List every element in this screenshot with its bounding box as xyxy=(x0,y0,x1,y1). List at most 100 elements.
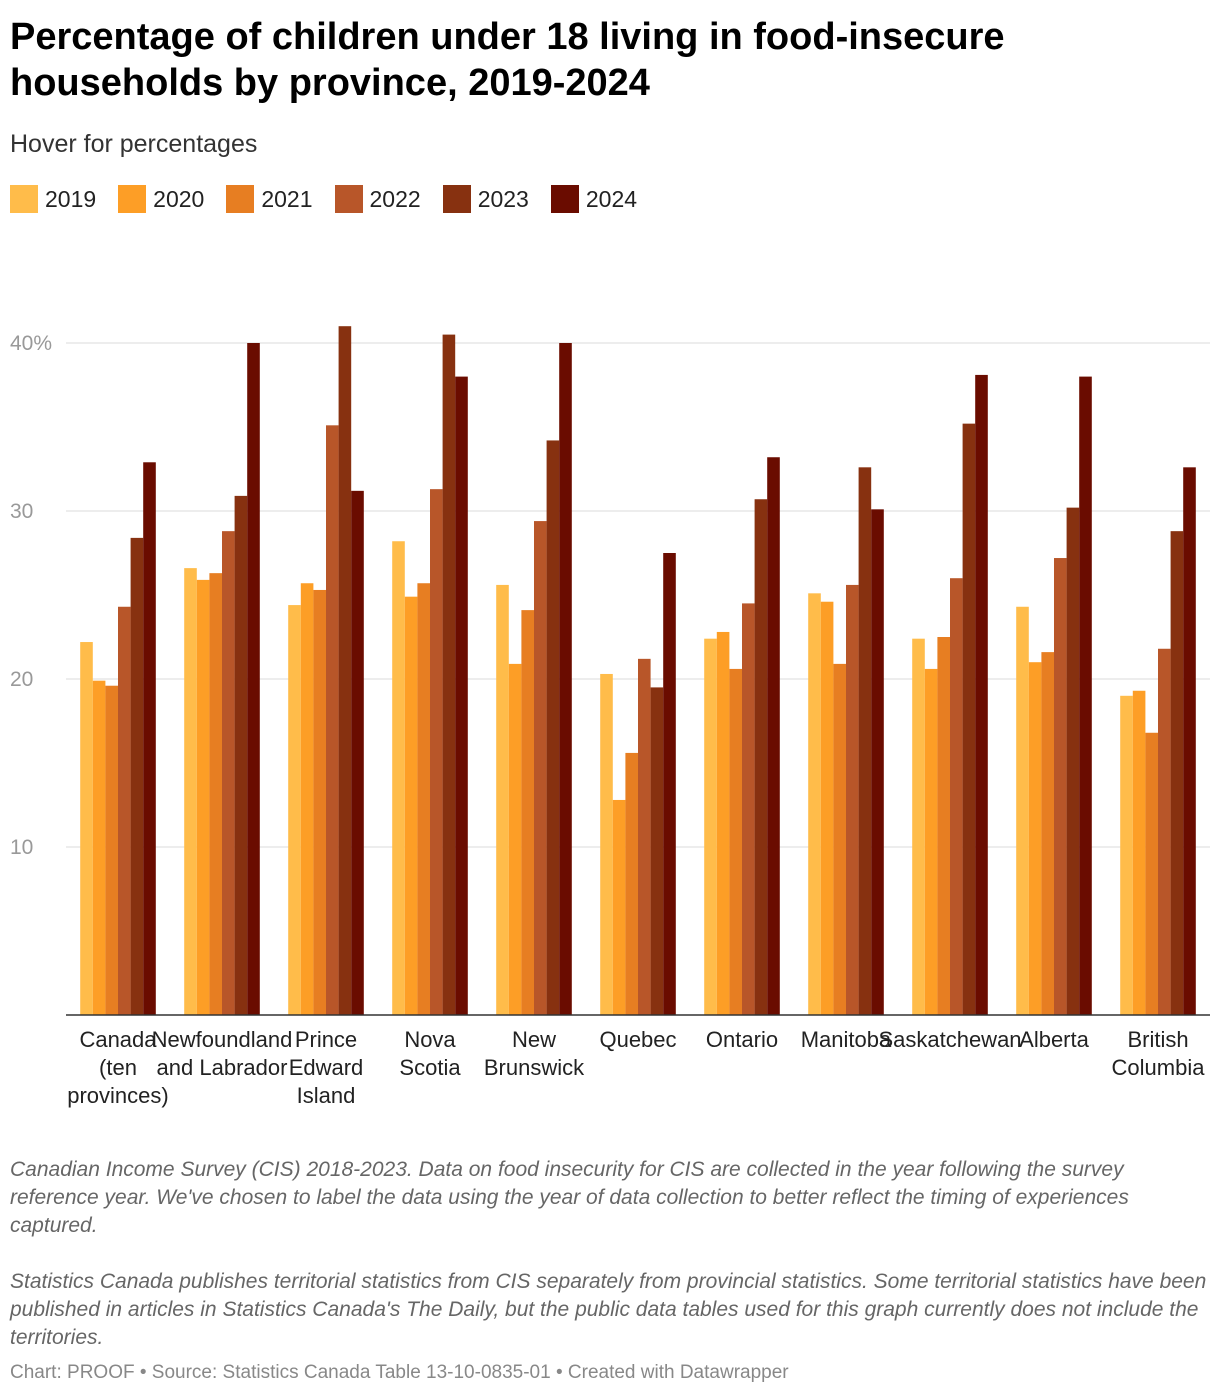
bar-2023-5[interactable]: 2023: 19.5% xyxy=(650,687,664,1015)
legend-item-2019[interactable]: 2019 xyxy=(10,185,96,213)
bar-2019-3[interactable]: 2019: 28.2% xyxy=(392,541,405,1015)
bar-2024-6[interactable]: 2024: 33.2% xyxy=(767,457,780,1015)
bar-2023-10[interactable]: 2023: 28.8% xyxy=(1170,531,1184,1015)
legend-swatch xyxy=(442,185,471,213)
legend-label: 2021 xyxy=(261,185,313,212)
legend-label: 2024 xyxy=(585,185,638,212)
bar-2019-4[interactable]: 2019: 25.6% xyxy=(496,584,509,1015)
bar-2023-9[interactable]: 2023: 30.2% xyxy=(1066,507,1080,1015)
bar-2023-0[interactable]: 2023: 28.4% xyxy=(130,537,144,1015)
bar-2022-0[interactable]: 2022: 24.3% xyxy=(118,606,131,1015)
bars[interactable]: 2019: 22.2%2020: 19.9%2021: 19.6%2022: 2… xyxy=(80,326,1196,1016)
bar-2024-8[interactable]: 2024: 38.1% xyxy=(975,374,988,1015)
bar-2024-10[interactable]: 2024: 32.6% xyxy=(1183,467,1196,1015)
chart-title: Percentage of children under 18 living i… xyxy=(10,16,1005,104)
legend-item-2024[interactable]: 2024 xyxy=(550,185,638,213)
bar-2023-7[interactable]: 2023: 32.6% xyxy=(858,467,872,1015)
bar-2019-8[interactable]: 2019: 22.4% xyxy=(912,638,925,1015)
bar-2021-9[interactable]: 2021: 21.6% xyxy=(1041,652,1054,1015)
y-tick-label: 30 xyxy=(10,500,33,523)
bar-2024-9[interactable]: 2024: 38% xyxy=(1079,376,1092,1016)
category-label: Manitoba xyxy=(801,1027,892,1052)
bar-2019-1[interactable]: 2019: 26.6% xyxy=(184,568,197,1015)
bar-2020-7[interactable]: 2020: 24.6% xyxy=(820,601,834,1015)
bar-2024-1[interactable]: 2024: 40% xyxy=(247,343,260,1015)
bar-2022-3[interactable]: 2022: 31.3% xyxy=(430,489,443,1015)
legend-item-2023[interactable]: 2023 xyxy=(442,185,529,213)
bar-2020-1[interactable]: 2020: 25.9% xyxy=(196,579,210,1015)
bar-2019-2[interactable]: 2019: 24.4% xyxy=(288,605,301,1015)
bar-2024-3[interactable]: 2024: 38% xyxy=(455,376,468,1016)
bar-2023-1[interactable]: 2023: 30.9% xyxy=(234,495,248,1015)
bar-2022-8[interactable]: 2022: 26% xyxy=(950,578,963,1015)
bar-2019-10[interactable]: 2019: 19% xyxy=(1120,695,1133,1015)
bar-2022-6[interactable]: 2022: 24.5% xyxy=(742,603,755,1015)
legend-label: 2022 xyxy=(369,185,421,212)
bar-2021-6[interactable]: 2021: 20.6% xyxy=(729,668,742,1015)
bar-2020-0[interactable]: 2020: 19.9% xyxy=(92,680,106,1015)
bar-2021-1[interactable]: 2021: 26.3% xyxy=(209,573,222,1015)
bar-2023-2[interactable]: 2023: 41% xyxy=(338,326,352,1015)
bar-2019-5[interactable]: 2019: 20.3% xyxy=(600,673,613,1015)
bar-2020-8[interactable]: 2020: 20.6% xyxy=(924,668,938,1015)
bar-2020-2[interactable]: 2020: 25.7% xyxy=(300,583,314,1015)
bar-2024-5[interactable]: 2024: 27.5% xyxy=(663,553,676,1015)
bar-2019-6[interactable]: 2019: 22.4% xyxy=(704,638,717,1015)
bar-2021-0[interactable]: 2021: 19.6% xyxy=(105,685,118,1015)
bar-2024-0[interactable]: 2024: 32.9% xyxy=(143,462,156,1015)
legend-swatch xyxy=(226,185,255,213)
bar-2020-4[interactable]: 2020: 20.9% xyxy=(508,663,522,1015)
category-label: Prince Edward Island xyxy=(289,1027,364,1108)
bar-2023-6[interactable]: 2023: 30.7% xyxy=(754,499,768,1015)
bar-2021-10[interactable]: 2021: 16.8% xyxy=(1145,732,1158,1015)
legend-label: 2019 xyxy=(45,185,97,212)
category-label: New Brunswick xyxy=(484,1027,585,1080)
bar-2021-8[interactable]: 2021: 22.5% xyxy=(937,637,950,1015)
legend-swatch xyxy=(550,185,579,213)
legend-item-2021[interactable]: 2021 xyxy=(226,185,313,213)
bar-2020-5[interactable]: 2020: 12.8% xyxy=(612,799,626,1015)
bar-chart[interactable]: 10 20 30 40% 2019: 22.2%2020: 19.9%2021: 19… xyxy=(0,230,1220,1130)
chart-notes: Canadian Income Survey (CIS) 2018-2023. … xyxy=(10,1156,1210,1380)
bar-2020-6[interactable]: 2020: 22.8% xyxy=(716,631,730,1015)
bar-2022-9[interactable]: 2022: 27.2% xyxy=(1054,558,1067,1015)
bar-2022-10[interactable]: 2022: 21.8% xyxy=(1158,648,1171,1015)
legend-label: 2023 xyxy=(477,185,529,212)
bar-2021-4[interactable]: 2021: 24.1% xyxy=(521,610,534,1015)
bar-2023-4[interactable]: 2023: 34.2% xyxy=(546,440,560,1015)
chart-subtitle: Hover for percentages xyxy=(10,130,258,158)
category-label: Canada (ten provinces) xyxy=(67,1027,168,1108)
bar-2020-3[interactable]: 2020: 24.9% xyxy=(404,596,418,1015)
bar-2020-10[interactable]: 2020: 19.3% xyxy=(1132,690,1146,1015)
category-label: Alberta xyxy=(1019,1027,1089,1052)
bar-2022-5[interactable]: 2022: 21.2% xyxy=(638,658,651,1015)
bar-2024-4[interactable]: 2024: 40% xyxy=(559,343,572,1015)
bar-2023-3[interactable]: 2023: 40.5% xyxy=(442,334,456,1016)
bar-2022-1[interactable]: 2022: 28.8% xyxy=(222,531,235,1015)
category-labels: Canada (ten provinces)Newfoundland and Labr… xyxy=(67,1027,1205,1108)
bar-2019-0[interactable]: 2019: 22.2% xyxy=(80,642,93,1015)
y-tick-label: 10 xyxy=(10,836,33,859)
bar-2023-8[interactable]: 2023: 35.2% xyxy=(962,423,976,1015)
legend-swatch xyxy=(10,185,38,213)
bar-2019-7[interactable]: 2019: 25.1% xyxy=(808,593,821,1015)
legend-item-2020[interactable]: 2020 xyxy=(118,185,204,213)
bar-2021-5[interactable]: 2021: 15.6% xyxy=(625,752,638,1015)
legend-label: 2020 xyxy=(153,185,205,212)
bar-2024-2[interactable]: 2024: 31.2% xyxy=(351,490,364,1016)
bar-2024-7[interactable]: 2024: 30.1% xyxy=(871,509,884,1015)
bar-2022-7[interactable]: 2022: 25.6% xyxy=(846,584,859,1015)
bar-2020-9[interactable]: 2020: 21% xyxy=(1028,662,1042,1015)
category-label: Newfoundland and Labrador xyxy=(152,1027,293,1080)
bar-2022-2[interactable]: 2022: 35.1% xyxy=(326,425,339,1015)
category-label: British Columbia xyxy=(1112,1027,1206,1080)
bar-2021-7[interactable]: 2021: 20.9% xyxy=(833,663,846,1015)
legend-swatch xyxy=(334,185,363,213)
bar-2021-2[interactable]: 2021: 25.3% xyxy=(313,589,326,1015)
bar-2021-3[interactable]: 2021: 25.7% xyxy=(417,583,430,1015)
bar-2022-4[interactable]: 2022: 29.4% xyxy=(534,521,547,1015)
chart-legend: 2019 2020 2021 2022 2023 2024 xyxy=(10,185,659,213)
category-label: Quebec xyxy=(599,1027,676,1052)
legend-item-2022[interactable]: 2022 xyxy=(334,185,421,213)
bar-2019-9[interactable]: 2019: 24.3% xyxy=(1016,606,1029,1015)
